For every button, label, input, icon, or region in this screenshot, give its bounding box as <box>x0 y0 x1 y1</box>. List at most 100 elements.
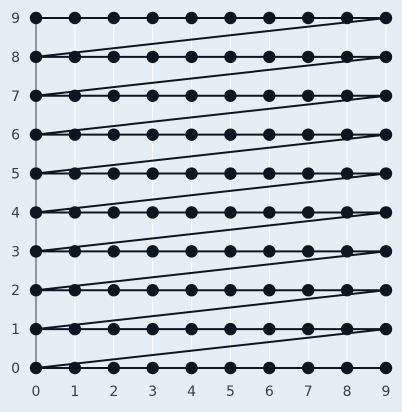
data-point <box>302 245 315 258</box>
data-point <box>302 89 315 102</box>
data-point <box>185 50 198 64</box>
data-point <box>107 284 120 297</box>
data-point <box>224 11 237 25</box>
data-point <box>340 322 354 336</box>
data-point <box>68 206 82 219</box>
data-point <box>29 245 43 258</box>
data-point <box>185 245 198 258</box>
data-point <box>379 322 393 336</box>
data-point <box>185 11 198 25</box>
data-point <box>68 50 82 64</box>
data-point <box>107 206 120 219</box>
data-point <box>379 206 393 219</box>
data-point <box>379 245 393 258</box>
data-point <box>379 89 393 102</box>
data-point <box>68 322 82 336</box>
data-point <box>107 50 120 64</box>
x-tick-label-0: 0 <box>32 384 41 400</box>
x-tick-label-8: 8 <box>343 384 352 400</box>
data-point <box>107 167 120 180</box>
marker-layer <box>29 11 393 375</box>
data-point <box>146 11 159 25</box>
data-point <box>302 50 315 64</box>
data-point <box>29 167 43 180</box>
data-point <box>146 206 159 219</box>
data-point <box>107 128 120 141</box>
data-point <box>146 245 159 258</box>
x-tick-label-6: 6 <box>265 384 274 400</box>
data-point <box>146 50 159 64</box>
data-point <box>68 11 82 25</box>
data-point <box>29 128 43 141</box>
x-tick-label-7: 7 <box>304 384 313 400</box>
data-point <box>302 322 315 336</box>
data-point <box>224 206 237 219</box>
x-tick-label-5: 5 <box>226 384 235 400</box>
data-point <box>263 128 276 141</box>
data-point <box>379 11 393 25</box>
data-point <box>29 50 43 64</box>
y-tick-label-5: 5 <box>11 167 20 183</box>
data-point <box>146 322 159 336</box>
data-point <box>224 284 237 297</box>
data-point <box>379 284 393 297</box>
tick-layer: 0 1 2 3 4 5 6 7 8 9 0 1 2 3 4 5 6 7 8 9 <box>11 11 390 400</box>
data-point <box>302 361 315 375</box>
data-point <box>146 361 159 375</box>
data-point <box>263 11 276 25</box>
data-point <box>340 128 354 141</box>
data-point <box>263 167 276 180</box>
data-point <box>379 167 393 180</box>
x-tick-label-1: 1 <box>70 384 79 400</box>
data-point <box>68 128 82 141</box>
grid-layer <box>35 18 387 368</box>
x-tick-label-2: 2 <box>109 384 118 400</box>
data-point <box>263 284 276 297</box>
data-point <box>263 361 276 375</box>
data-point <box>263 245 276 258</box>
y-tick-label-1: 1 <box>11 322 20 338</box>
data-point <box>263 206 276 219</box>
data-point <box>29 206 43 219</box>
data-point <box>185 284 198 297</box>
data-point <box>68 361 82 375</box>
data-point <box>146 128 159 141</box>
data-point <box>68 89 82 102</box>
data-point <box>224 361 237 375</box>
data-point <box>29 11 43 25</box>
data-point <box>302 284 315 297</box>
data-point <box>224 167 237 180</box>
data-point <box>224 245 237 258</box>
data-point <box>29 284 43 297</box>
data-point <box>263 322 276 336</box>
data-point <box>340 284 354 297</box>
data-point <box>340 167 354 180</box>
data-point <box>302 11 315 25</box>
y-tick-label-8: 8 <box>11 50 20 66</box>
data-point <box>107 361 120 375</box>
data-point <box>340 245 354 258</box>
data-point <box>379 361 393 375</box>
data-point <box>146 284 159 297</box>
data-point <box>29 322 43 336</box>
y-tick-label-0: 0 <box>11 361 20 377</box>
x-tick-label-4: 4 <box>187 384 196 400</box>
data-point <box>224 50 237 64</box>
data-point <box>185 206 198 219</box>
data-point <box>302 128 315 141</box>
y-tick-label-2: 2 <box>11 283 20 299</box>
data-point <box>340 89 354 102</box>
data-point <box>29 361 43 375</box>
data-point <box>68 167 82 180</box>
data-point <box>379 128 393 141</box>
data-point <box>68 284 82 297</box>
data-point <box>107 89 120 102</box>
data-point <box>340 206 354 219</box>
data-point <box>224 89 237 102</box>
data-point <box>302 206 315 219</box>
data-point <box>185 361 198 375</box>
data-point <box>224 322 237 336</box>
line-layer <box>35 17 387 369</box>
series-line <box>35 17 387 369</box>
